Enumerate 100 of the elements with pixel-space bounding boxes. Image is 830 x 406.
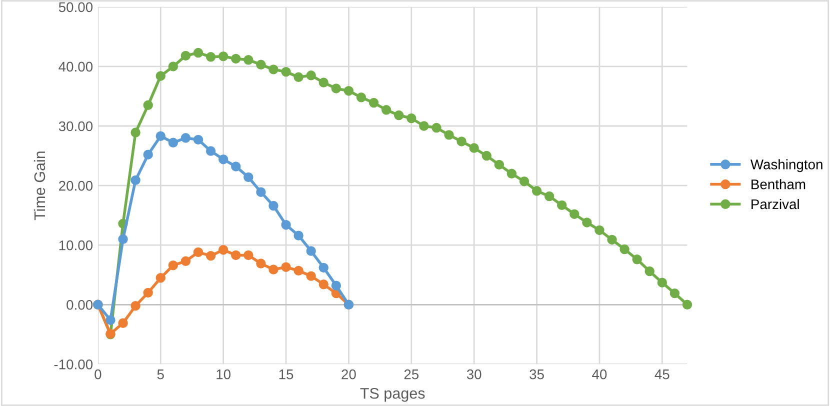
x-tick-label: 20: [342, 369, 356, 380]
point: [256, 258, 266, 268]
point: [130, 175, 140, 186]
legend-label: Washington: [750, 159, 822, 172]
point: [168, 62, 178, 72]
y-tick-label: 30.00: [58, 121, 93, 132]
point: [494, 160, 504, 170]
point: [670, 288, 680, 298]
point: [268, 200, 278, 211]
point: [368, 98, 379, 108]
point: [519, 176, 530, 186]
point: [620, 244, 630, 254]
point: [130, 128, 140, 138]
point: [294, 266, 304, 276]
x-tick-label: 40: [592, 369, 607, 380]
point: [306, 70, 316, 80]
point: [244, 55, 254, 65]
x-tick-label: 25: [404, 369, 419, 380]
x-axis-title: TS pages: [360, 388, 425, 402]
point: [256, 60, 266, 70]
point: [306, 246, 316, 256]
point: [231, 250, 241, 260]
y-tick-label: -10.00: [54, 360, 93, 370]
point: [218, 244, 228, 255]
point: [106, 315, 116, 325]
point: [532, 186, 542, 196]
point: [482, 150, 492, 161]
point: [432, 122, 442, 133]
point: [331, 280, 342, 290]
legend-label: Parzival: [752, 198, 799, 210]
point: [318, 262, 328, 273]
point: [306, 271, 316, 281]
point: [281, 66, 291, 77]
point: [231, 54, 241, 64]
point: [193, 134, 204, 145]
y-tick-label: 50.00: [58, 2, 93, 12]
x-tick-label: 35: [530, 369, 544, 380]
point: [206, 146, 216, 156]
point: [632, 254, 642, 264]
point: [570, 209, 580, 219]
point: [406, 113, 416, 124]
point: [180, 133, 191, 143]
x-tick-label: 45: [654, 370, 670, 380]
point: [556, 200, 567, 210]
x-tick-label: 30: [466, 369, 482, 380]
point: [644, 266, 654, 276]
point: [118, 234, 128, 244]
point: [206, 250, 216, 261]
point: [268, 264, 278, 274]
point: [456, 136, 466, 146]
point: [506, 168, 517, 178]
point: [218, 154, 228, 164]
point: [268, 64, 278, 74]
legend-label: Bentham: [752, 179, 806, 190]
point: [381, 105, 392, 115]
x-tick-label: 10: [216, 369, 231, 380]
point: [143, 100, 153, 110]
point: [294, 230, 304, 240]
point: [469, 143, 479, 153]
point: [193, 247, 204, 258]
point: [294, 72, 304, 82]
point: [244, 172, 254, 182]
point: [218, 51, 228, 62]
point: [544, 191, 554, 202]
point: [231, 162, 241, 172]
y-tick-label: 20.00: [59, 180, 93, 191]
y-tick-label: 40.00: [58, 62, 93, 72]
point: [156, 71, 166, 81]
point: [193, 48, 204, 58]
point: [156, 272, 166, 283]
point: [168, 138, 178, 148]
point: [394, 110, 404, 120]
point: [356, 92, 366, 102]
y-tick-label: 0.00: [66, 300, 93, 310]
x-tick-label: 0: [94, 369, 102, 380]
point: [657, 278, 668, 288]
y-tick-label: 10.00: [59, 240, 93, 250]
x-tick-label: 5: [157, 370, 164, 380]
point: [168, 260, 178, 270]
point: [130, 300, 140, 311]
point: [281, 220, 291, 230]
point: [118, 318, 128, 328]
point: [682, 300, 692, 310]
x-tick-label: 15: [279, 370, 294, 380]
point: [143, 150, 153, 160]
point: [180, 256, 191, 266]
point: [582, 218, 592, 228]
point: [143, 288, 153, 298]
point: [281, 262, 291, 272]
y-axis-title: Time Gain: [34, 152, 46, 220]
point: [244, 250, 254, 260]
point: [206, 52, 216, 62]
point: [607, 234, 617, 245]
point: [331, 84, 342, 94]
point: [594, 225, 604, 236]
point: [419, 121, 429, 131]
point: [318, 78, 328, 88]
point: [318, 280, 328, 290]
point: [344, 86, 354, 96]
point: [444, 130, 454, 140]
